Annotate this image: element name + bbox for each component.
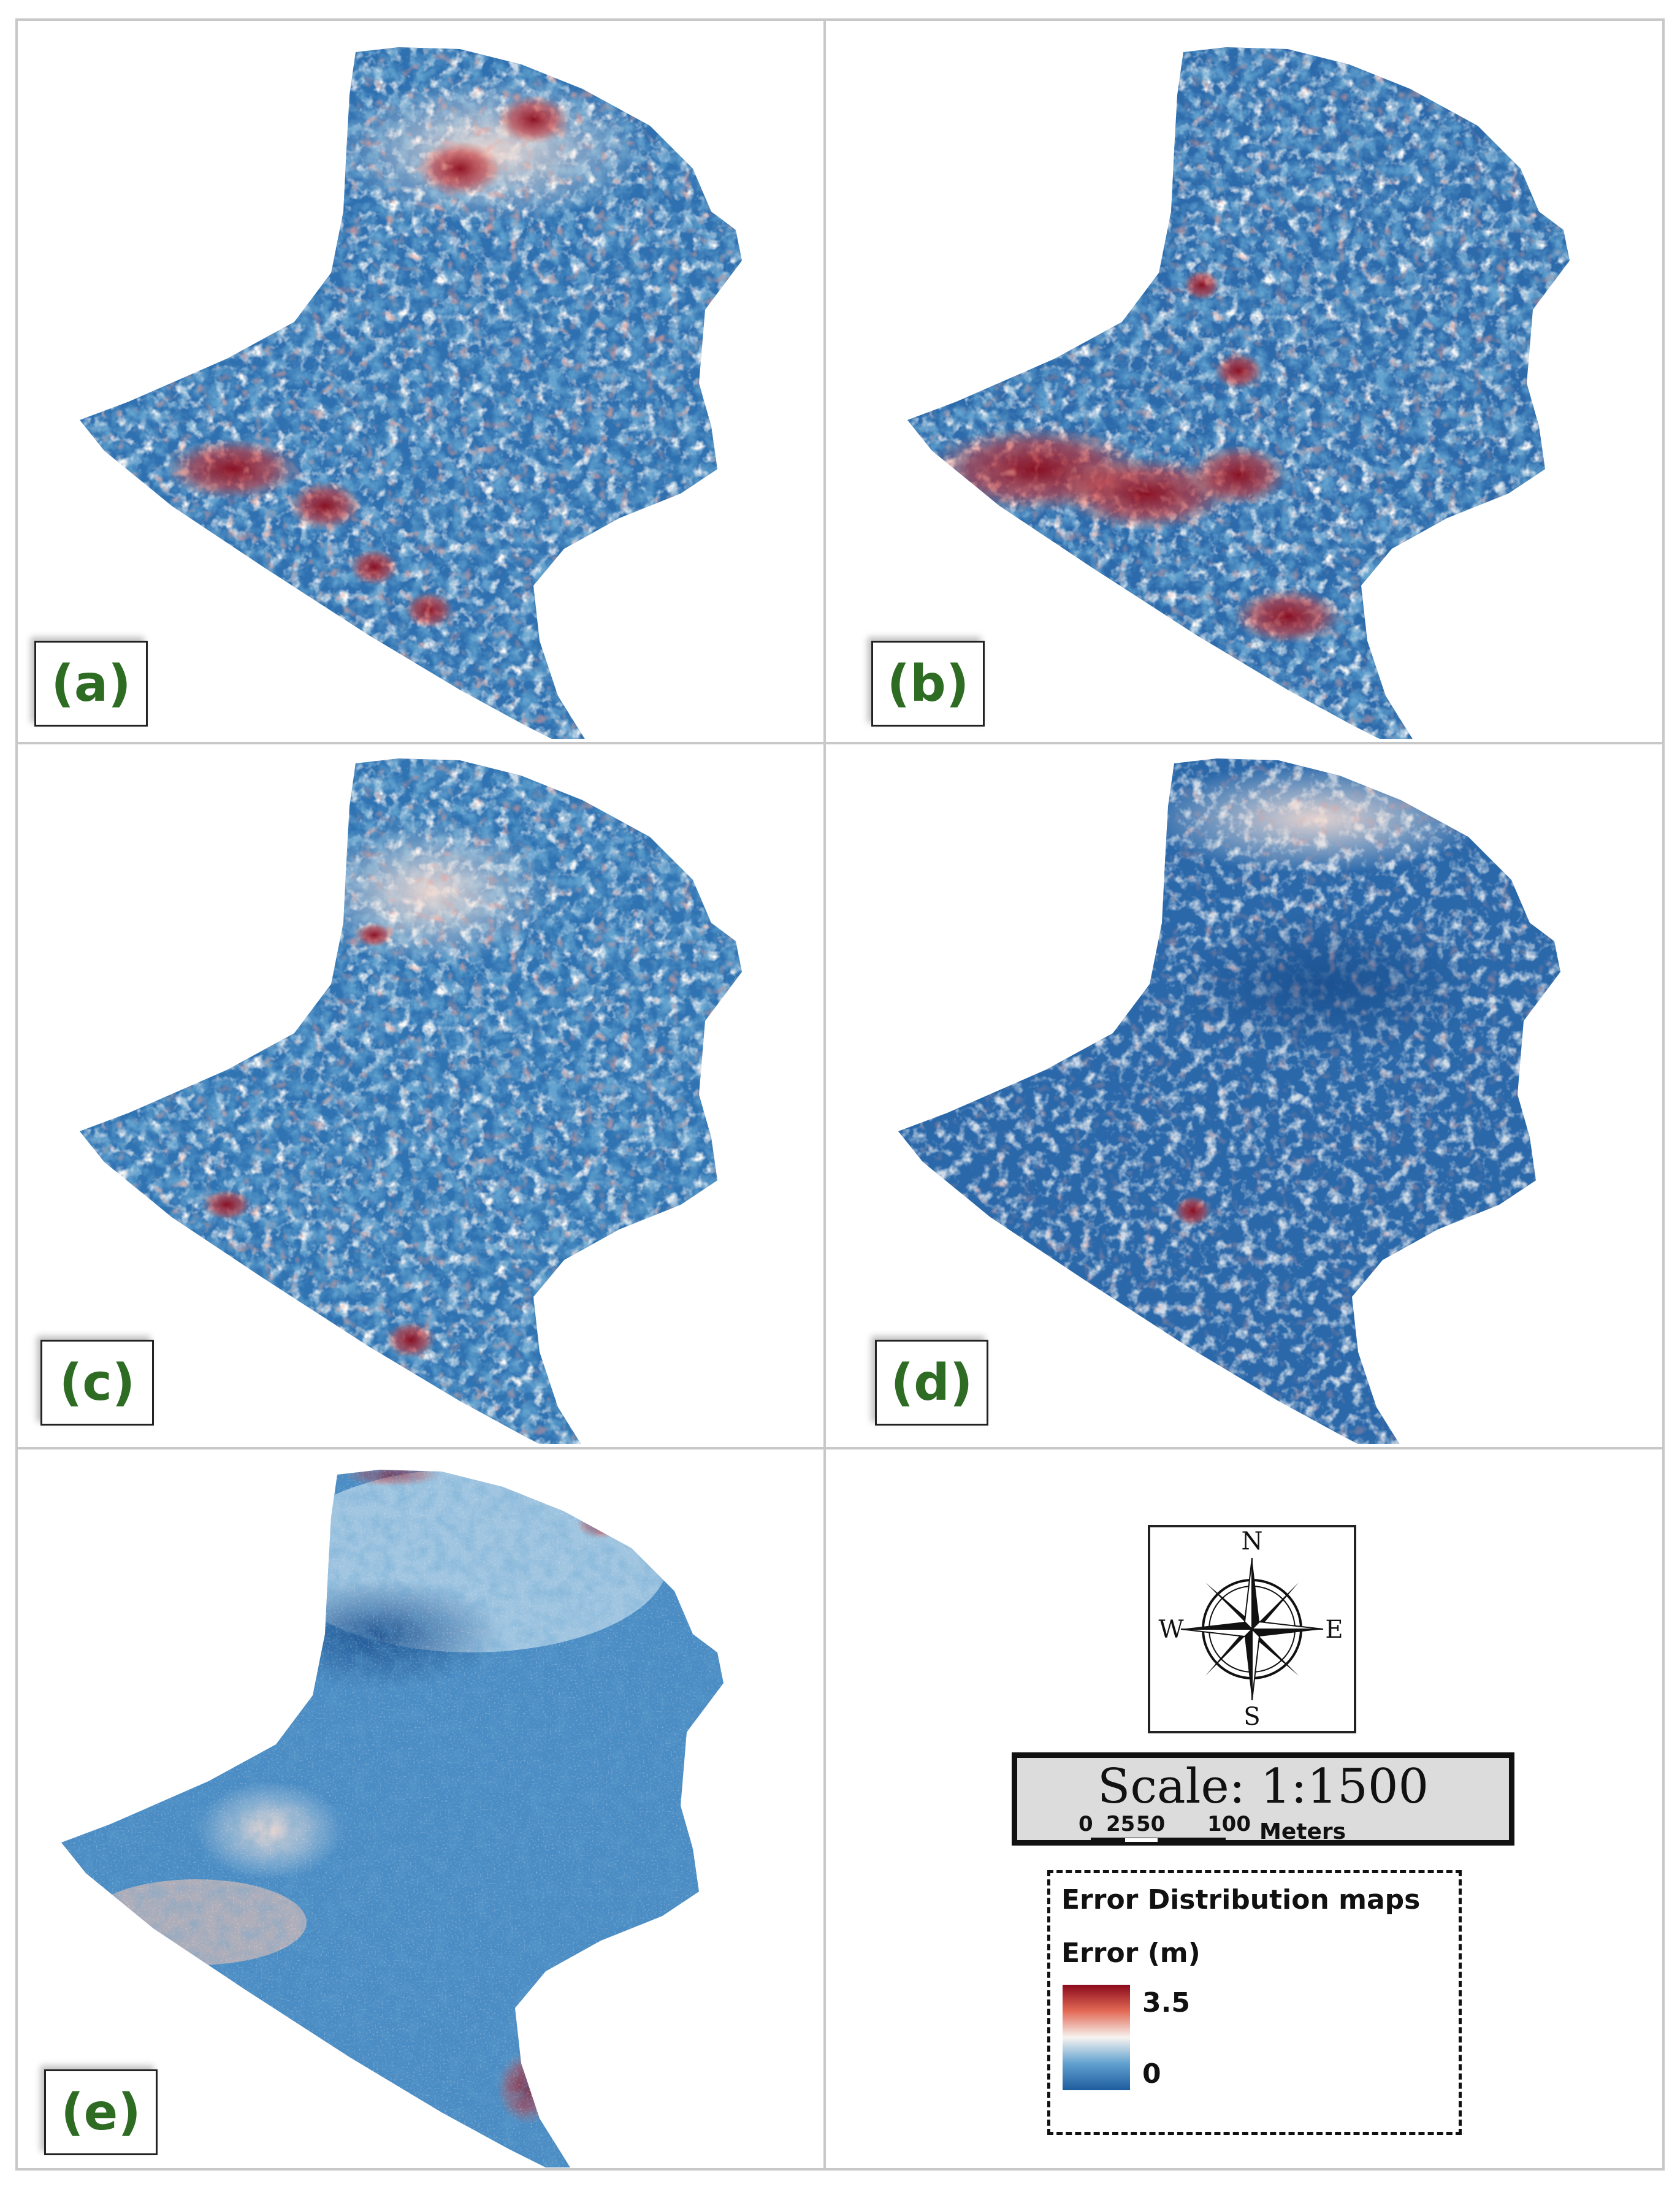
legend-color-ramp [1063,1985,1130,2090]
panel-label-c: (c) [40,1340,154,1426]
error-map-e [61,1470,724,2167]
scale-title: Scale: 1:1500 [1097,1759,1429,1814]
map-panel-a: (a) [31,28,815,739]
compass-north: N [1242,1527,1263,1556]
scale-tick-25: 25 [1106,1812,1136,1836]
scale-bar [1091,1838,1226,1843]
grid-divider-vertical [823,18,826,2171]
legend-variable: Error (m) [1061,1938,1201,1969]
scale-tick-100: 100 [1207,1812,1251,1836]
compass-west: W [1158,1616,1183,1644]
error-map-d [898,758,1560,1444]
panel-label-e: (e) [44,2069,158,2155]
panel-label-b-text: (b) [887,654,969,713]
map-panel-e: (e) [31,1456,815,2167]
panel-label-c-text: (c) [59,1353,136,1412]
legend-title: Error Distribution maps [1061,1884,1421,1915]
compass-east: E [1325,1616,1343,1644]
legend-min-value: 0 [1142,2058,1161,2090]
panel-label-d-text: (d) [890,1353,973,1412]
legend-max-value: 3.5 [1142,1987,1190,2018]
scale-tick-50: 50 [1136,1812,1166,1836]
scale-units: Meters [1259,1819,1346,1844]
compass-south: S [1243,1703,1260,1731]
scale-box: Scale: 1:1500 0 25 50 100 Meters [1012,1752,1514,1846]
error-map-b [907,47,1570,739]
error-map-a [80,47,742,739]
scale-tick-0: 0 [1079,1812,1093,1836]
panel-label-b: (b) [871,641,985,727]
figure-frame [15,18,1665,2171]
grid-divider-row1 [15,742,1665,744]
legend-box: Error Distribution maps Error (m) 3.5 0 [1047,1870,1462,2135]
panel-label-a: (a) [34,641,148,727]
compass-rose-icon: N S W E [1158,1527,1343,1731]
error-map-c [80,758,742,1444]
panel-label-a-text: (a) [51,654,131,713]
map-panel-d: (d) [855,751,1652,1444]
map-panel-b: (b) [855,28,1652,739]
panel-label-d: (d) [875,1340,988,1426]
compass-rose: N S W E [1148,1525,1356,1733]
map-panel-c: (c) [31,751,815,1444]
panel-label-e-text: (e) [61,2083,141,2142]
grid-divider-row2 [15,1447,1665,1449]
